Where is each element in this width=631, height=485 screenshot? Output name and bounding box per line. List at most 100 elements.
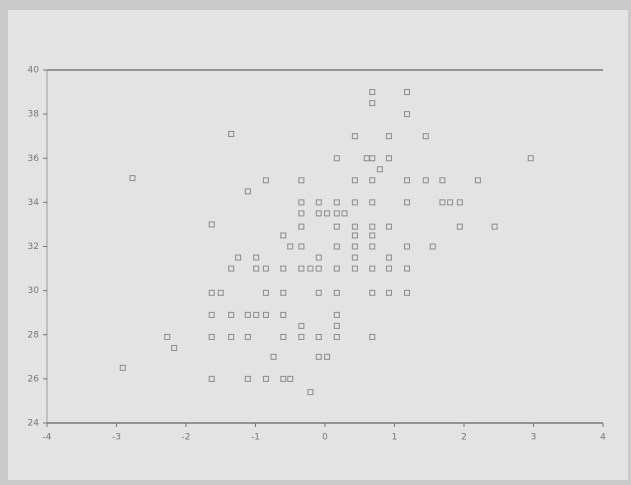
y-tick-label: 28 <box>28 330 40 340</box>
x-tick-label: 2 <box>461 433 467 443</box>
x-tick-label: -4 <box>43 433 52 443</box>
y-tick-label: 36 <box>28 154 40 164</box>
y-tick-label: 24 <box>28 419 40 429</box>
point <box>369 100 376 107</box>
point <box>287 243 294 250</box>
point <box>315 353 322 360</box>
point <box>119 364 126 371</box>
point <box>351 199 358 206</box>
point <box>298 243 305 250</box>
point <box>385 223 392 230</box>
point <box>369 155 376 162</box>
point <box>298 199 305 206</box>
point <box>208 221 215 228</box>
point <box>369 289 376 296</box>
point <box>351 254 358 261</box>
point <box>270 353 277 360</box>
point <box>422 133 429 140</box>
point <box>262 265 269 272</box>
x-tick-label: -2 <box>182 433 191 443</box>
point <box>280 232 287 239</box>
point <box>253 265 260 272</box>
point <box>351 133 358 140</box>
point <box>333 199 340 206</box>
point <box>456 223 463 230</box>
point <box>324 353 331 360</box>
point <box>369 199 376 206</box>
point <box>404 243 411 250</box>
point <box>324 210 331 217</box>
point <box>228 311 235 318</box>
point <box>253 254 260 261</box>
point <box>217 289 224 296</box>
point <box>404 89 411 96</box>
point <box>228 333 235 340</box>
point <box>369 177 376 184</box>
point <box>244 375 251 382</box>
point <box>385 133 392 140</box>
point <box>129 175 136 182</box>
point <box>298 223 305 230</box>
point <box>385 289 392 296</box>
point <box>244 188 251 195</box>
point <box>351 232 358 239</box>
point <box>369 333 376 340</box>
point <box>351 177 358 184</box>
point <box>280 375 287 382</box>
point <box>333 333 340 340</box>
point <box>363 155 370 162</box>
x-tick-label: 1 <box>392 433 398 443</box>
point <box>262 289 269 296</box>
point <box>333 155 340 162</box>
point <box>404 265 411 272</box>
point <box>333 210 340 217</box>
y-tick-label: 34 <box>28 198 40 208</box>
point <box>333 223 340 230</box>
point <box>527 155 534 162</box>
point <box>262 177 269 184</box>
point <box>315 254 322 261</box>
point <box>369 89 376 96</box>
point <box>341 210 348 217</box>
point <box>369 232 376 239</box>
point <box>208 333 215 340</box>
point <box>262 311 269 318</box>
point <box>171 344 178 351</box>
point <box>333 322 340 329</box>
point <box>298 210 305 217</box>
point <box>385 254 392 261</box>
point <box>404 289 411 296</box>
point <box>376 166 383 173</box>
point <box>253 311 260 318</box>
point <box>439 199 446 206</box>
point <box>333 265 340 272</box>
point <box>491 223 498 230</box>
point <box>228 130 235 137</box>
point <box>315 265 322 272</box>
point <box>333 243 340 250</box>
point <box>208 311 215 318</box>
point <box>244 333 251 340</box>
point <box>208 289 215 296</box>
point <box>228 265 235 272</box>
point <box>351 223 358 230</box>
point <box>429 243 436 250</box>
point <box>351 243 358 250</box>
point <box>315 289 322 296</box>
point <box>447 199 454 206</box>
point <box>235 254 242 261</box>
point <box>280 311 287 318</box>
point <box>280 333 287 340</box>
point <box>369 243 376 250</box>
point <box>404 177 411 184</box>
point <box>208 375 215 382</box>
point <box>422 177 429 184</box>
point <box>280 289 287 296</box>
point <box>369 265 376 272</box>
point <box>315 333 322 340</box>
point <box>404 111 411 118</box>
x-tick-label: 0 <box>322 433 328 443</box>
point <box>307 389 314 396</box>
point <box>298 265 305 272</box>
